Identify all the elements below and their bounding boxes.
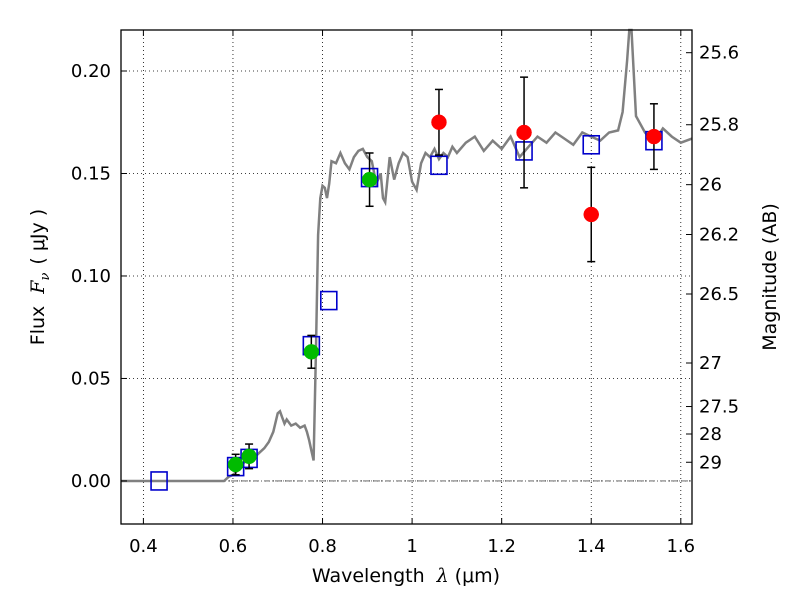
y2-tick-label: 25.6 (699, 43, 739, 64)
model-point-square (582, 134, 601, 155)
x-tick-label: 1.2 (487, 536, 516, 557)
nir-data-point (516, 124, 532, 141)
x-tick-label: 0.8 (308, 536, 337, 557)
x-tick-label: 1 (406, 536, 417, 557)
nir-data-point (646, 128, 662, 145)
y-tick-label: 0.15 (71, 163, 111, 184)
x-tick-label: 0.4 (129, 536, 158, 557)
y-axis-label: FluxFν( μJy ) (27, 209, 53, 345)
optical-data-point (361, 171, 378, 188)
plot-frame (120, 29, 693, 525)
y2-tick-label: 28 (699, 424, 722, 445)
y2-tick-label: 26.5 (699, 284, 739, 305)
model-point-square (150, 471, 168, 491)
x-axis-label: Wavelength λ (μm) (312, 565, 500, 587)
optical-data-point (241, 448, 257, 465)
y2-tick-label: 27 (699, 353, 722, 374)
y-tick-labels: 0.00 0.05 0.10 0.15 0.20 (71, 61, 111, 492)
y-tick-label: 0.05 (71, 368, 111, 389)
optical-data-point (227, 456, 244, 473)
model-spectrum-line (121, 28, 693, 483)
x-tick-label: 0.6 (219, 536, 248, 557)
y-tick-label: 0.00 (71, 471, 111, 492)
y2-axis-label: Magnitude (AB) (759, 203, 781, 351)
x-tick-labels: 0.4 0.6 0.8 1 1.2 1.4 1.6 (129, 536, 695, 557)
nir-data-point (583, 206, 599, 223)
x-tick-label: 1.4 (577, 536, 606, 557)
grid (121, 30, 692, 524)
x-tick-label: 1.6 (666, 536, 695, 557)
data-marks (150, 76, 663, 491)
model-point-square (430, 155, 448, 176)
nir-data-point (431, 114, 447, 130)
y-tick-label: 0.10 (71, 266, 111, 287)
model-point-square (319, 290, 338, 311)
y2-tick-label: 27.5 (699, 397, 739, 418)
optical-data-point (303, 344, 320, 360)
y2-tick-labels: 25.6 25.8 26 26.2 26.5 27 27.5 28 29 (699, 43, 739, 474)
y-tick-label: 0.20 (71, 61, 111, 82)
y2-tick-label: 25.8 (699, 115, 739, 136)
y2-tick-label: 26 (699, 175, 722, 196)
axis-ticks (121, 30, 692, 524)
y2-tick-label: 29 (699, 452, 722, 473)
y2-tick-label: 26.2 (699, 225, 739, 246)
